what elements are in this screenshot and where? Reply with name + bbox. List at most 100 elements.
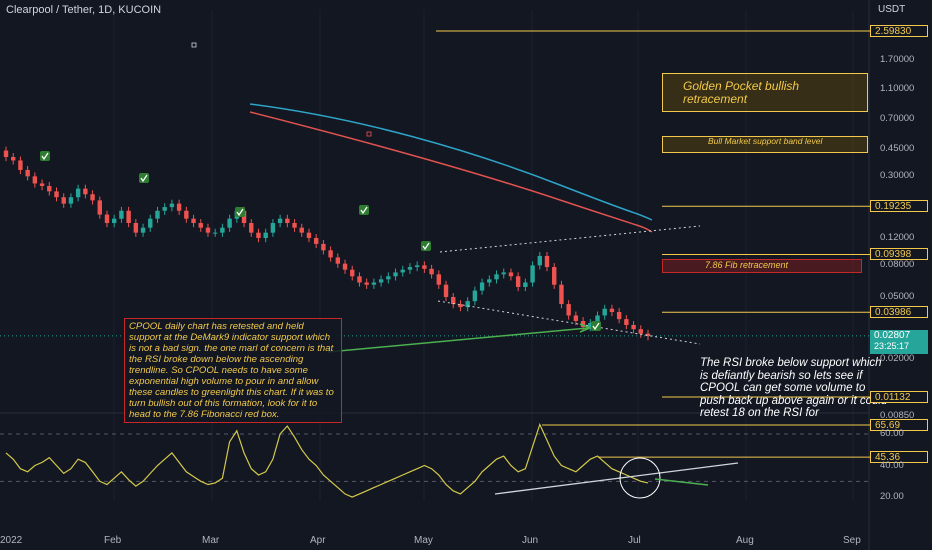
time-tick-jun: Jun — [522, 535, 539, 546]
candle-body — [155, 210, 160, 219]
candle-body — [39, 183, 45, 186]
fib-retracement-box: 7.86 Fib retracement — [662, 259, 862, 273]
price-level-tag: 2.59830 — [870, 25, 928, 37]
candle-body — [18, 160, 23, 170]
candle-body — [328, 250, 333, 258]
candle-body — [162, 207, 167, 211]
candle-body — [212, 232, 218, 234]
check-glyph — [41, 152, 49, 161]
price-level-tag: 0.19235 — [870, 200, 928, 213]
candle-body — [494, 274, 499, 280]
candle-body — [104, 214, 110, 224]
candle-body — [588, 322, 593, 328]
candle-body — [32, 176, 38, 184]
candle-body — [119, 210, 124, 219]
rsi-highlight-circle — [619, 457, 661, 499]
candle-body — [458, 304, 463, 308]
candle-body — [487, 279, 492, 283]
candles — [3, 146, 651, 341]
rsi-line — [5, 422, 649, 498]
candle-body — [75, 188, 81, 198]
candle-body — [306, 232, 312, 239]
candle-body — [61, 197, 66, 204]
candle-body — [479, 282, 485, 291]
golden-pocket-label: Golden Pocket bullish retracement — [683, 79, 800, 106]
price-tick: 0.70000 — [880, 113, 915, 125]
candle-body — [191, 218, 196, 224]
price-level-tag: 0.01132 — [870, 391, 928, 403]
price-level-tag: 0.09398 — [870, 248, 928, 261]
candle-body — [277, 218, 283, 224]
marker-square — [191, 42, 197, 48]
candle-body — [90, 194, 95, 201]
candle-body — [537, 255, 542, 266]
candle-body — [436, 274, 442, 285]
marker-square — [366, 131, 372, 137]
demark-check-icon — [421, 241, 431, 251]
candle-body — [429, 268, 434, 275]
price-tick: 1.70000 — [880, 53, 915, 65]
candle-body — [249, 223, 254, 233]
rsi-arrow — [654, 478, 709, 486]
demark-check-icon — [359, 205, 369, 215]
current-price-value: 0.02807 — [874, 329, 911, 341]
time-axis-bg — [0, 500, 870, 550]
rsi-tick: 60.00 — [880, 427, 904, 439]
ma-red-line — [249, 111, 653, 233]
candle-body — [342, 263, 348, 270]
candle-body — [386, 276, 391, 280]
candle-body — [602, 308, 607, 316]
demark-check-icon — [40, 151, 50, 161]
candle-body — [321, 243, 326, 251]
candle-body — [126, 210, 131, 224]
candle-body — [241, 210, 247, 224]
check-glyph — [422, 242, 430, 251]
trendlines — [327, 225, 701, 353]
current-price-tag: 0.02807 23:25:17 — [870, 329, 928, 354]
check-glyph — [236, 208, 244, 217]
fib-retracement-label: 7.86 Fib retracement — [705, 260, 789, 270]
bull-market-box: Bull Market support band level — [662, 136, 868, 153]
candle-body — [54, 191, 59, 198]
candle-body — [400, 269, 405, 273]
demark-check-icon — [591, 321, 601, 331]
candle-body — [220, 227, 225, 233]
candle-body — [299, 227, 304, 233]
chart-title: Clearpool / Tether, 1D, KUCOIN — [6, 4, 162, 16]
candle-body — [393, 272, 398, 277]
time-tick-sep: Sep — [843, 535, 861, 546]
candle-body — [335, 257, 341, 264]
upper-trendline — [439, 225, 701, 253]
check-glyph — [140, 174, 148, 183]
check-glyph — [592, 322, 600, 331]
candle-body — [285, 218, 290, 224]
bull-market-label: Bull Market support band level — [708, 136, 823, 146]
cpool-note: CPOOL daily chart has retested and held … — [124, 318, 342, 423]
candle-body — [83, 188, 88, 195]
candle-body — [169, 203, 175, 208]
time-tick-aug: Aug — [736, 535, 754, 546]
candle-body — [609, 308, 615, 313]
candle-body — [515, 276, 521, 287]
time-tick-mar: Mar — [202, 535, 220, 546]
candle-body — [68, 197, 74, 204]
price-tick: 0.05000 — [880, 290, 915, 302]
candle-body — [140, 227, 146, 233]
bar-countdown: 23:25:17 — [874, 340, 910, 351]
candle-body — [595, 315, 600, 323]
candle-body — [624, 319, 629, 325]
candle-body — [616, 312, 622, 320]
candle-body — [11, 156, 16, 161]
price-tick: 0.02000 — [880, 352, 915, 364]
candle-body — [198, 223, 203, 228]
candle-body — [645, 333, 651, 337]
candle-body — [508, 272, 514, 277]
candle-body — [378, 279, 384, 283]
candle-body — [292, 223, 297, 228]
candle-body — [256, 232, 261, 239]
candle-body — [631, 324, 636, 330]
candle-body — [184, 210, 189, 219]
time-tick-may: May — [414, 535, 433, 546]
demark-check-icon — [139, 173, 149, 183]
candle-body — [465, 301, 470, 308]
